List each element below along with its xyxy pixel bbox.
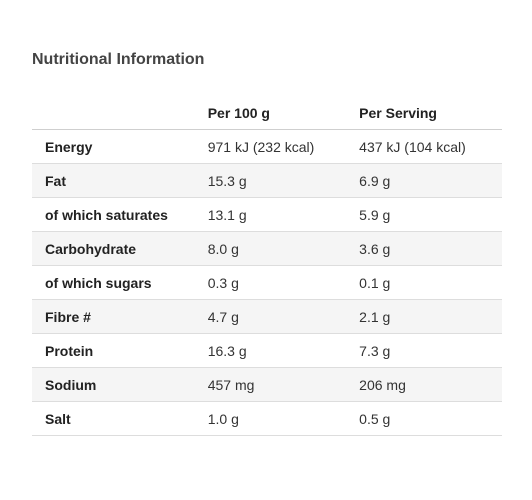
nutrition-table: Per 100 g Per Serving Energy 971 kJ (232… [32, 96, 502, 436]
per-100g-value: 15.3 g [207, 163, 360, 198]
row-label: Fibre # [32, 299, 208, 334]
header-nutrient [32, 96, 208, 130]
table-row: Fibre # 4.7 g 2.1 g [32, 299, 502, 334]
table-row: Salt 1.0 g 0.5 g [32, 401, 502, 436]
per-serving-value: 0.1 g [359, 265, 502, 300]
table-row: Sodium 457 mg 206 mg [32, 367, 502, 402]
per-serving-value: 0.5 g [359, 401, 502, 436]
per-serving-value: 6.9 g [359, 163, 502, 198]
row-label: of which saturates [32, 197, 208, 232]
row-label: Carbohydrate [32, 231, 208, 266]
section-title: Nutritional Information [32, 51, 205, 68]
per-100g-value: 971 kJ (232 kcal) [207, 129, 360, 164]
table-row: Protein 16.3 g 7.3 g [32, 333, 502, 368]
row-label: Energy [32, 129, 208, 164]
per-100g-value: 457 mg [207, 367, 360, 402]
per-100g-value: 13.1 g [207, 197, 360, 232]
per-serving-value: 2.1 g [359, 299, 502, 334]
per-serving-value: 437 kJ (104 kcal) [359, 129, 502, 164]
table-row: Fat 15.3 g 6.9 g [32, 163, 502, 198]
per-100g-value: 8.0 g [207, 231, 360, 266]
header-per-100g: Per 100 g [207, 96, 360, 130]
row-label: Sodium [32, 367, 208, 402]
row-label: Protein [32, 333, 208, 368]
per-serving-value: 3.6 g [359, 231, 502, 266]
table-header-row: Per 100 g Per Serving [32, 96, 502, 130]
per-serving-value: 7.3 g [359, 333, 502, 368]
table-row: Carbohydrate 8.0 g 3.6 g [32, 231, 502, 266]
header-per-serving: Per Serving [359, 96, 502, 130]
per-100g-value: 0.3 g [207, 265, 360, 300]
table-row: of which saturates 13.1 g 5.9 g [32, 197, 502, 232]
row-label: Salt [32, 401, 208, 436]
per-100g-value: 4.7 g [207, 299, 360, 334]
per-100g-value: 1.0 g [207, 401, 360, 436]
row-label: of which sugars [32, 265, 208, 300]
per-100g-value: 16.3 g [207, 333, 360, 368]
table-row: Energy 971 kJ (232 kcal) 437 kJ (104 kca… [32, 129, 502, 164]
per-serving-value: 5.9 g [359, 197, 502, 232]
table-row: of which sugars 0.3 g 0.1 g [32, 265, 502, 300]
per-serving-value: 206 mg [359, 367, 502, 402]
row-label: Fat [32, 163, 208, 198]
